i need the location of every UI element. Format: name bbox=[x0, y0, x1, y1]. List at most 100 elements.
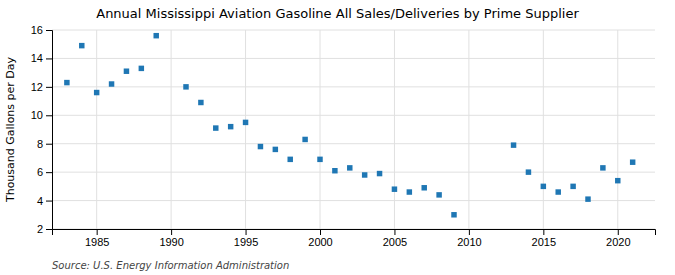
y-tick-label: 8 bbox=[37, 138, 43, 150]
x-tick-label: 1985 bbox=[85, 236, 109, 248]
x-tick-mark bbox=[394, 229, 395, 235]
point bbox=[139, 66, 144, 71]
x-tick-label: 2015 bbox=[532, 236, 556, 248]
y-tick: 6 bbox=[37, 166, 52, 178]
y-tick: 2 bbox=[37, 223, 52, 235]
plot-area: 1985 1990 1995 2000 2005 2010 2015 2020 2 4 6 8 10 12… bbox=[31, 24, 656, 248]
point bbox=[555, 189, 560, 194]
x-axis: 1985 1990 1995 2000 2005 2010 2015 2020 bbox=[53, 229, 656, 248]
point bbox=[228, 124, 233, 129]
point bbox=[347, 165, 352, 170]
point bbox=[570, 184, 575, 189]
point bbox=[243, 120, 248, 125]
x-tick: 1995 bbox=[234, 229, 258, 248]
y-tick: 16 bbox=[31, 24, 52, 36]
x-tick: 2020 bbox=[606, 229, 630, 248]
grid-line-x bbox=[543, 30, 544, 229]
x-tick: 2015 bbox=[532, 229, 556, 248]
point bbox=[511, 142, 516, 147]
y-tick-label: 12 bbox=[31, 81, 43, 93]
source-note: Source: U.S. Energy Information Administ… bbox=[52, 260, 289, 271]
y-tick-mark bbox=[46, 144, 52, 145]
x-tick: 2005 bbox=[383, 229, 407, 248]
y-tick-label: 14 bbox=[31, 52, 43, 64]
point bbox=[109, 81, 114, 86]
x-axis-line bbox=[53, 230, 656, 236]
x-tick-mark bbox=[320, 229, 321, 235]
point bbox=[79, 43, 84, 48]
grid-line-y bbox=[52, 115, 655, 116]
x-tick-mark bbox=[469, 229, 470, 235]
x-tick-label: 2020 bbox=[606, 236, 630, 248]
grid-line-x bbox=[171, 30, 172, 229]
x-tick-mark bbox=[618, 229, 619, 235]
y-tick-label: 2 bbox=[37, 223, 43, 235]
x-tick: 1985 bbox=[85, 229, 109, 248]
y-tick: 12 bbox=[31, 81, 52, 93]
y-tick-mark bbox=[46, 115, 52, 116]
x-tick: 2000 bbox=[308, 229, 332, 248]
x-tick-mark bbox=[246, 229, 247, 235]
point bbox=[392, 186, 397, 191]
point bbox=[332, 168, 337, 173]
point bbox=[124, 68, 129, 73]
y-axis-title: Thousand Gallons per Day bbox=[4, 56, 17, 203]
x-tick-mark bbox=[543, 229, 544, 235]
x-tick-label: 1990 bbox=[159, 236, 183, 248]
point bbox=[317, 157, 322, 162]
point bbox=[153, 33, 158, 38]
point bbox=[600, 165, 605, 170]
x-tick-label: 2010 bbox=[457, 236, 481, 248]
grid-line-x bbox=[617, 30, 618, 229]
point bbox=[541, 184, 546, 189]
grid-line-y bbox=[52, 143, 655, 144]
x-tick-label: 2005 bbox=[383, 236, 407, 248]
y-tick-mark bbox=[46, 172, 52, 173]
point bbox=[377, 171, 382, 176]
y-tick: 14 bbox=[31, 52, 52, 64]
title: Annual Mississippi Aviation Gasoline All… bbox=[96, 6, 579, 21]
y-tick-mark bbox=[46, 201, 52, 202]
grid-line-y bbox=[52, 172, 655, 173]
grid-line-y bbox=[52, 30, 655, 31]
point bbox=[526, 169, 531, 174]
grid bbox=[52, 30, 655, 229]
y-axis: 2 4 6 8 10 12 14 16 bbox=[31, 24, 53, 235]
x-tick: 2010 bbox=[457, 229, 481, 248]
y-tick-label: 4 bbox=[37, 195, 43, 207]
point bbox=[421, 185, 426, 190]
point bbox=[362, 172, 367, 177]
grid-line-x bbox=[245, 30, 246, 229]
point bbox=[436, 192, 441, 197]
grid-line-y bbox=[52, 58, 655, 59]
x-tick-label: 1995 bbox=[234, 236, 258, 248]
y-tick: 4 bbox=[37, 195, 52, 207]
point bbox=[585, 196, 590, 201]
y-tick-label: 6 bbox=[37, 166, 43, 178]
grid-line-x bbox=[320, 30, 321, 229]
point bbox=[198, 100, 203, 105]
point bbox=[615, 178, 620, 183]
point bbox=[451, 212, 456, 217]
x-tick-mark bbox=[171, 229, 172, 235]
point bbox=[64, 80, 69, 85]
chart: 1985 1990 1995 2000 2005 2010 2015 2020 2 4 6 8 10 12… bbox=[0, 0, 675, 275]
point bbox=[407, 189, 412, 194]
points bbox=[64, 33, 635, 218]
grid-line-x bbox=[96, 30, 97, 229]
point bbox=[302, 137, 307, 142]
point bbox=[287, 157, 292, 162]
point bbox=[630, 159, 635, 164]
point bbox=[213, 125, 218, 130]
y-tick-mark bbox=[46, 58, 52, 59]
point bbox=[258, 144, 263, 149]
y-tick-mark bbox=[46, 87, 52, 88]
y-tick: 10 bbox=[31, 109, 52, 121]
point bbox=[183, 84, 188, 89]
x-tick-label: 2000 bbox=[308, 236, 332, 248]
grid-line-x bbox=[468, 30, 469, 229]
y-tick-mark bbox=[46, 30, 52, 31]
y-tick: 8 bbox=[37, 138, 52, 150]
grid-line-x bbox=[394, 30, 395, 229]
x-tick-mark bbox=[97, 229, 98, 235]
